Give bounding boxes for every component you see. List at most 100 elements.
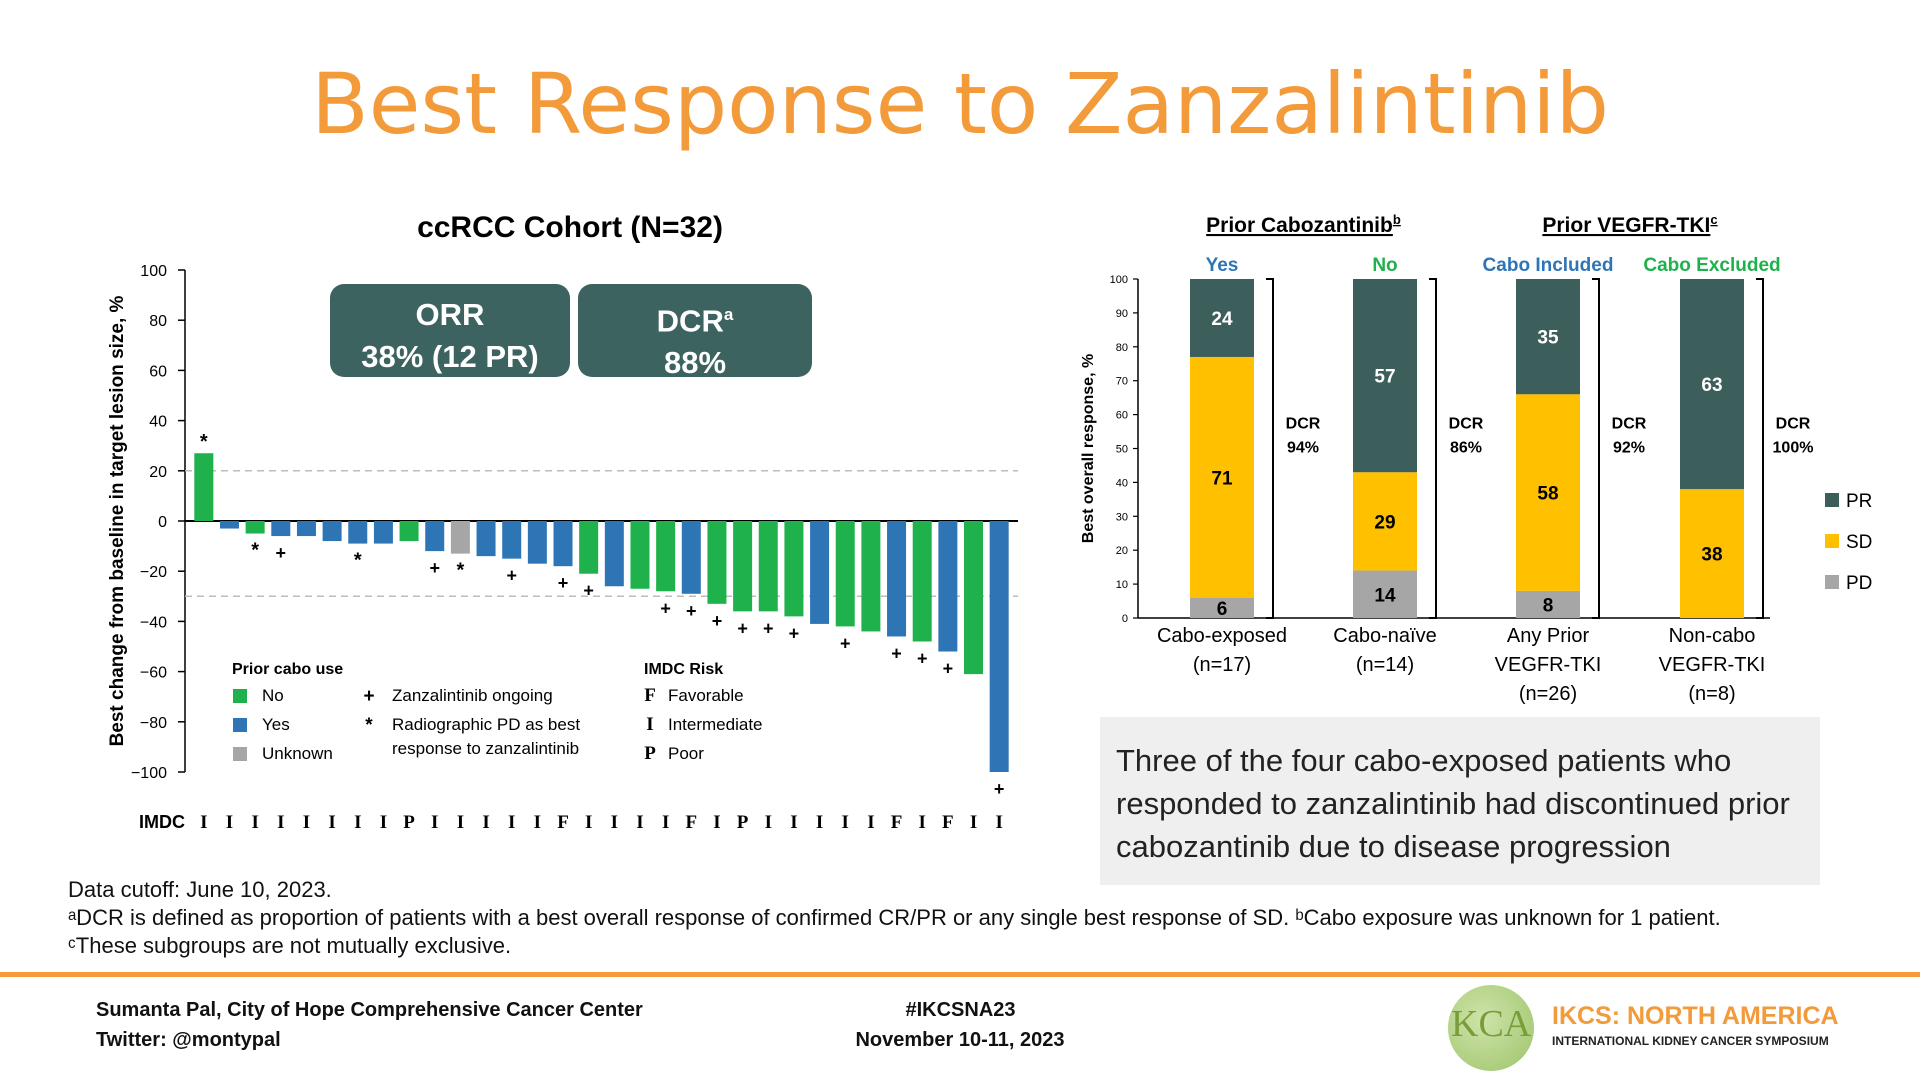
legend-cabo-swatch [233,747,247,761]
waterfall-imdc-label: I [457,812,464,833]
legend-symbol: * [365,715,373,736]
waterfall-imdc-label: I [585,812,592,833]
legend-cabo-title: Prior cabo use [232,661,343,678]
legend-symbol-label: Radiographic PD as best [392,715,580,734]
waterfall-imdc-label: I [765,812,772,833]
stacked-value-label: 8 [1543,595,1554,616]
footer-divider [0,972,1920,977]
stacked-dcr-bracket [1266,278,1274,619]
waterfall-bar [912,521,932,642]
waterfall-imdc-label: I [354,812,361,833]
waterfall-imdc-label: I [636,812,643,833]
stacked-y-tick-label: 80 [1116,342,1128,354]
stacked-y-tick-label: 30 [1116,511,1128,523]
stacked-y-tick-label: 100 [1110,274,1128,286]
waterfall-marker: + [763,618,774,638]
dcr-title: DCR [656,303,724,339]
charts-canvas: ccRCC Cohort (N=32)100806040200−20−40−60… [107,211,1872,833]
waterfall-marker: + [276,543,287,563]
stacked-bar-pr [1190,279,1254,357]
waterfall-bar [681,521,701,594]
waterfall-imdc-label: F [557,812,569,833]
waterfall-imdc-label: I [995,812,1002,833]
stacked-legend-label: SD [1846,532,1872,553]
stacked-column-header: Yes [1206,255,1239,276]
stacked-dcr-value: 92% [1613,440,1645,457]
waterfall-bar [810,521,830,624]
stacked-dcr-value: 100% [1773,440,1814,457]
stacked-dcr-title: DCR [1612,416,1647,433]
waterfall-y-tick-label: −60 [140,665,167,682]
waterfall-imdc-label: I [508,812,515,833]
footer-hashtag: #IKCSNA23 [905,999,1016,1021]
stacked-bar-pr [1353,279,1417,473]
waterfall-imdc-label: I [662,812,669,833]
stacked-group-header: Prior Cabozantinibb [1206,212,1401,237]
stacked-y-tick-label: 50 [1116,444,1128,456]
stacked-y-tick-label: 60 [1116,410,1128,422]
stacked-y-label: Best overall response, % [1080,354,1097,543]
waterfall-imdc-label: I [816,812,823,833]
waterfall-marker: + [506,566,517,586]
waterfall-imdc-label: F [685,812,697,833]
waterfall-bar [348,521,368,544]
waterfall-marker: + [429,558,440,578]
waterfall-bar [784,521,804,617]
waterfall-bar [630,521,650,589]
stacked-value-label: 63 [1701,375,1722,396]
stacked-dcr-bracket [1592,278,1600,619]
waterfall-marker: + [917,648,928,668]
waterfall-imdc-label: I [867,812,874,833]
waterfall-bar [656,521,676,592]
stacked-column-header: No [1372,255,1397,276]
stacked-legend-swatch [1825,575,1839,589]
waterfall-bar [733,521,753,612]
waterfall-marker: + [840,633,851,653]
waterfall-bar [604,521,624,587]
stacked-category-label: Non-cabo [1669,625,1756,647]
waterfall-marker: * [200,431,208,453]
waterfall-imdc-label: I [790,812,797,833]
stacked-dcr-bracket [1756,278,1764,619]
waterfall-imdc-label: I [534,812,541,833]
stacked-bar-pd [1516,590,1580,618]
waterfall-y-tick-label: −100 [131,765,167,782]
footnote-subgroups: ᶜThese subgroups are not mutually exclus… [68,933,512,958]
waterfall-marker: + [737,618,748,638]
stacked-column-header: Cabo Included [1483,255,1614,276]
stacked-bar-pd [1353,570,1417,618]
stacked-dcr-title: DCR [1449,416,1484,433]
stacked-y-tick-label: 70 [1116,376,1128,388]
waterfall-bar [938,521,958,652]
stacked-value-label: 14 [1374,585,1396,606]
footer-dates: November 10-11, 2023 [855,1029,1065,1051]
stacked-value-label: 24 [1211,309,1233,330]
waterfall-y-tick-label: 100 [140,263,167,280]
stacked-bar-pr [1680,279,1744,490]
waterfall-marker: * [251,540,259,562]
stacked-y-tick-label: 10 [1116,579,1128,591]
orr-box: ORR 38% (12 PR) [330,284,570,377]
waterfall-y-tick-label: −80 [140,715,167,732]
waterfall-bar [758,521,778,612]
legend-imdc-title: IMDC Risk [644,661,723,678]
legend-cabo-swatch [233,718,247,732]
legend-imdc-label: Intermediate [668,715,763,734]
legend-imdc-symbol: P [644,743,656,764]
waterfall-imdc-label: I [611,812,618,833]
waterfall-bar [245,521,265,534]
waterfall-y-tick-label: −40 [140,614,167,631]
waterfall-bar [425,521,445,552]
waterfall-imdc-label: F [891,812,903,833]
waterfall-bar [989,521,1009,772]
stacked-legend-label: PR [1846,491,1872,512]
stacked-y-tick-label: 20 [1116,545,1128,557]
waterfall-y-label: Best change from baseline in target lesi… [107,295,128,746]
legend-imdc-label: Poor [668,744,704,763]
legend-imdc-label: Favorable [668,686,744,705]
waterfall-bar [861,521,881,632]
orr-title: ORR [415,297,485,332]
waterfall-marker: + [789,623,800,643]
stacked-dcr-title: DCR [1286,416,1321,433]
waterfall-imdc-label: I [919,812,926,833]
